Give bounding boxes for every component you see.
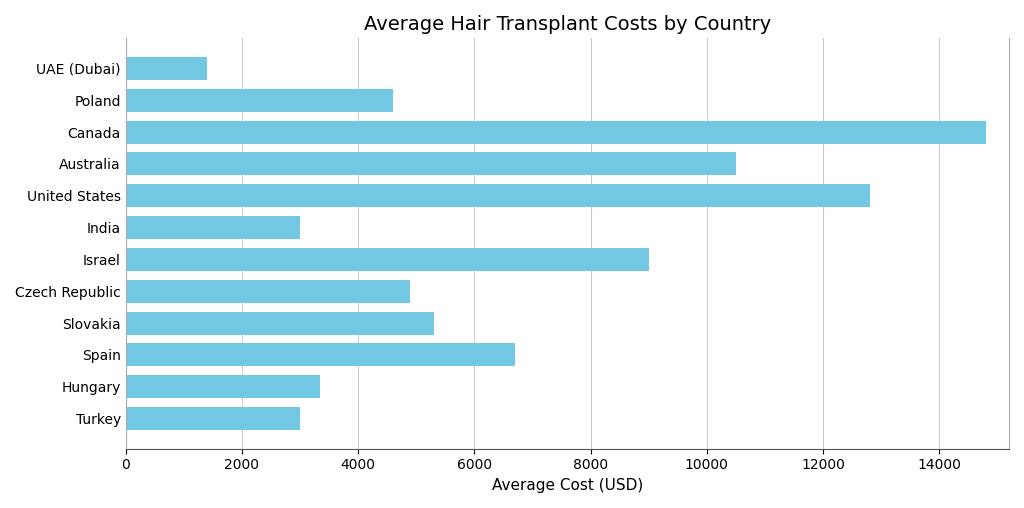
Bar bbox=[126, 375, 321, 398]
Bar bbox=[126, 121, 986, 144]
Bar bbox=[126, 248, 648, 271]
Bar bbox=[126, 152, 736, 175]
Bar bbox=[126, 57, 207, 80]
X-axis label: Average Cost (USD): Average Cost (USD) bbox=[492, 478, 643, 493]
Bar bbox=[126, 343, 515, 366]
Bar bbox=[126, 184, 869, 207]
Bar bbox=[126, 216, 300, 239]
Bar bbox=[126, 311, 433, 335]
Bar bbox=[126, 280, 411, 303]
Title: Average Hair Transplant Costs by Country: Average Hair Transplant Costs by Country bbox=[364, 15, 771, 34]
Bar bbox=[126, 89, 393, 112]
Bar bbox=[126, 407, 300, 430]
